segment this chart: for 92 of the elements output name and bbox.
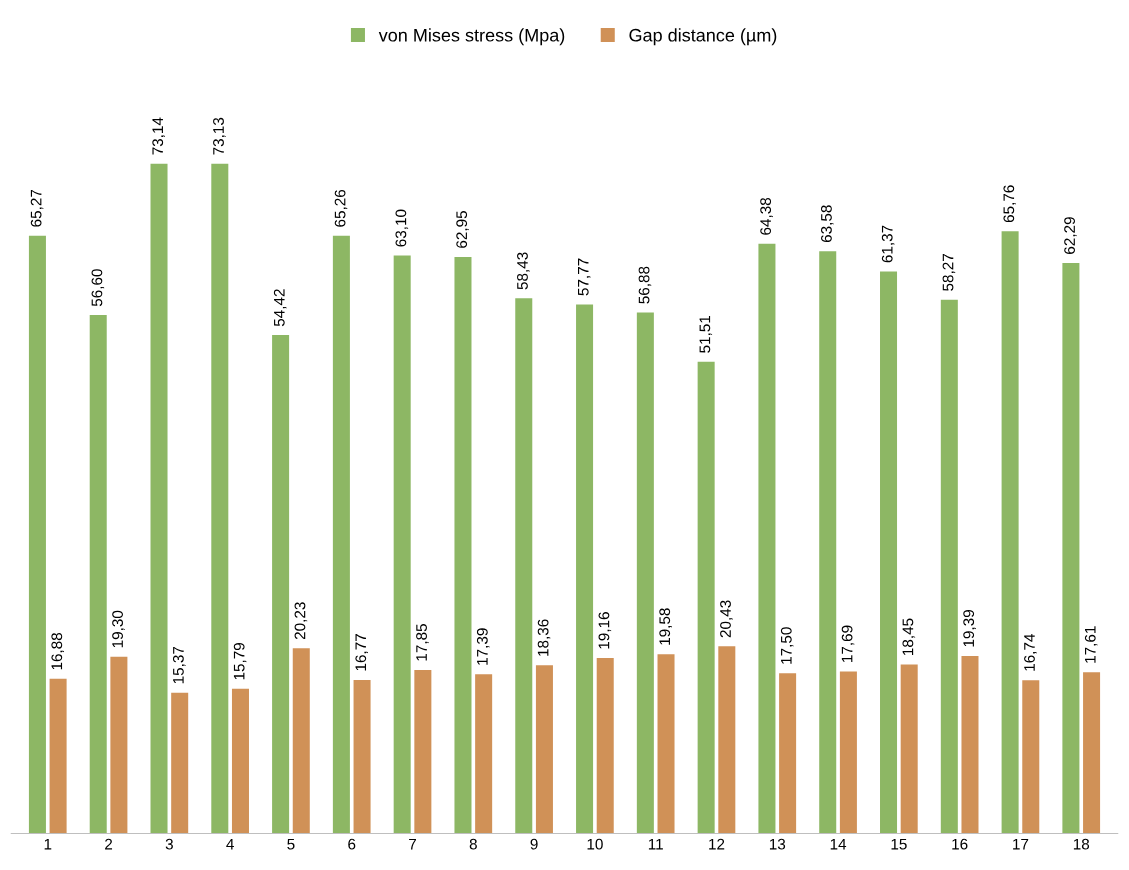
data-label: 73,14 bbox=[152, 117, 165, 155]
data-label: 51,51 bbox=[699, 315, 713, 353]
bar bbox=[110, 656, 128, 834]
x-tick-label: 4 bbox=[226, 838, 234, 850]
bar bbox=[28, 235, 46, 834]
data-label: 15,79 bbox=[233, 643, 247, 680]
bar bbox=[515, 298, 533, 834]
data-label: 65,26 bbox=[334, 189, 348, 227]
bar bbox=[49, 678, 67, 834]
data-label: 16,88 bbox=[51, 632, 65, 670]
data-label: 16,74 bbox=[1024, 634, 1037, 671]
bar bbox=[900, 664, 918, 834]
data-label: 65,27 bbox=[30, 189, 44, 227]
bar bbox=[272, 335, 290, 834]
x-tick-label: 13 bbox=[769, 838, 786, 850]
data-label: 17,61 bbox=[1084, 626, 1098, 663]
bar bbox=[454, 256, 472, 834]
x-tick-label: 18 bbox=[1073, 838, 1090, 850]
bar bbox=[819, 251, 837, 834]
x-tick-label: 9 bbox=[530, 838, 538, 850]
data-label: 63,58 bbox=[821, 205, 834, 243]
data-label: 64,38 bbox=[760, 197, 773, 235]
data-label: 17,39 bbox=[476, 628, 490, 665]
data-label: 73,13 bbox=[213, 117, 226, 155]
data-label: 19,16 bbox=[598, 612, 612, 649]
bar bbox=[657, 654, 675, 834]
data-label: 56,88 bbox=[638, 266, 652, 304]
x-tick-label: 1 bbox=[44, 838, 52, 850]
data-label: 61,37 bbox=[881, 225, 895, 263]
data-label: 20,43 bbox=[720, 600, 733, 638]
data-label: 54,42 bbox=[273, 289, 287, 327]
data-label: 17,85 bbox=[416, 624, 429, 661]
data-label: 62,95 bbox=[456, 211, 469, 248]
bar bbox=[940, 299, 958, 834]
data-label: 63,10 bbox=[395, 209, 409, 247]
data-label: 57,77 bbox=[578, 258, 591, 296]
bar bbox=[171, 692, 189, 834]
data-label: 58,43 bbox=[517, 252, 530, 290]
data-label: 58,27 bbox=[942, 254, 956, 291]
x-tick-label: 12 bbox=[709, 838, 725, 850]
bar bbox=[636, 312, 654, 834]
bar bbox=[718, 646, 736, 834]
data-label: 62,29 bbox=[1064, 217, 1077, 254]
bar bbox=[880, 271, 898, 834]
data-label: 18,45 bbox=[902, 618, 916, 655]
bar bbox=[292, 648, 310, 834]
bar bbox=[353, 679, 371, 834]
data-label: 65,76 bbox=[1003, 185, 1017, 223]
bar bbox=[231, 688, 249, 834]
legend-label: von Mises stress (Mpa) bbox=[378, 28, 565, 46]
bar bbox=[961, 655, 979, 834]
bar bbox=[596, 657, 614, 834]
data-label: 19,58 bbox=[659, 608, 672, 645]
bar bbox=[150, 163, 168, 834]
bar bbox=[414, 669, 432, 834]
bar bbox=[89, 315, 107, 834]
x-tick-label: 8 bbox=[469, 838, 477, 850]
bar bbox=[1062, 263, 1080, 834]
data-label: 19,30 bbox=[112, 610, 125, 648]
bar bbox=[758, 243, 776, 834]
bar bbox=[393, 255, 411, 834]
x-tick-label: 7 bbox=[409, 838, 416, 850]
bar bbox=[332, 235, 350, 834]
x-tick-label: 15 bbox=[891, 838, 907, 850]
data-label: 17,50 bbox=[780, 627, 794, 664]
x-tick-label: 5 bbox=[287, 838, 295, 850]
data-label: 15,37 bbox=[172, 646, 186, 684]
bar bbox=[839, 671, 857, 834]
data-label: 20,23 bbox=[294, 602, 308, 640]
data-label: 16,77 bbox=[355, 634, 368, 671]
bar bbox=[1001, 231, 1019, 834]
data-label: 56,60 bbox=[91, 269, 105, 307]
x-tick-label: 17 bbox=[1013, 838, 1029, 850]
bar bbox=[475, 674, 493, 834]
x-tick-label: 3 bbox=[165, 838, 173, 850]
x-tick-label: 16 bbox=[952, 838, 968, 850]
data-label: 18,36 bbox=[537, 619, 551, 656]
legend-label: Gap distance (µm) bbox=[629, 28, 777, 46]
bar bbox=[779, 673, 797, 834]
x-tick-label: 2 bbox=[105, 838, 113, 850]
bar bbox=[576, 304, 594, 834]
x-tick-label: 11 bbox=[648, 838, 663, 850]
x-tick-label: 14 bbox=[830, 838, 847, 850]
x-tick-label: 6 bbox=[348, 838, 356, 850]
data-label: 17,69 bbox=[841, 625, 855, 662]
x-tick-label: 10 bbox=[587, 838, 603, 850]
bar bbox=[211, 163, 229, 834]
bar bbox=[1083, 672, 1101, 834]
data-label: 19,39 bbox=[963, 610, 976, 647]
bar bbox=[535, 665, 553, 834]
bar bbox=[697, 361, 715, 834]
bar bbox=[1022, 680, 1040, 834]
